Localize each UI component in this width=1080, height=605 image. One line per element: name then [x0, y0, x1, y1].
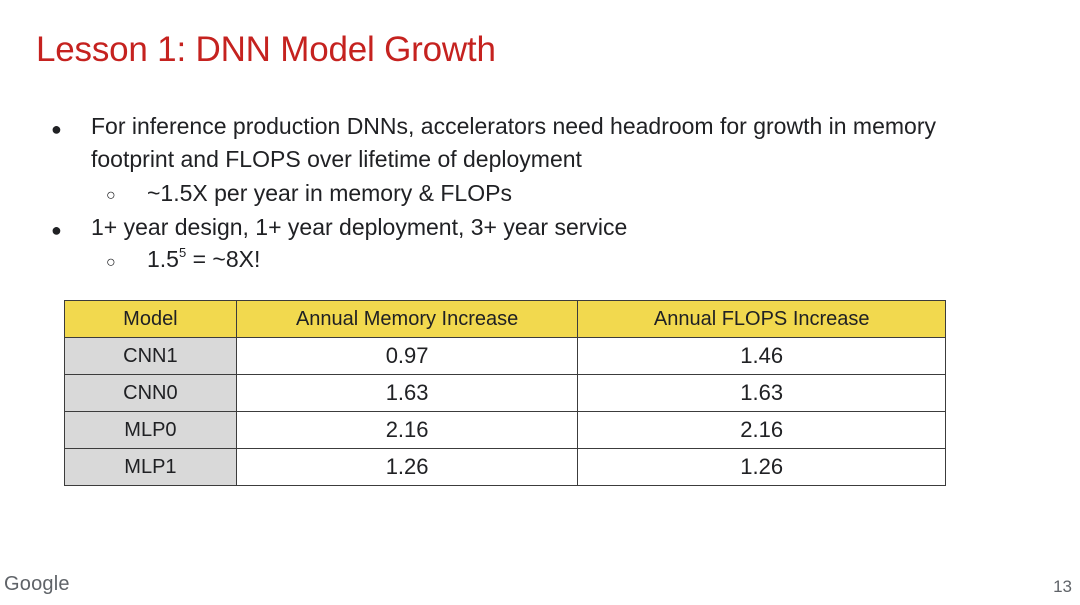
bullet-2-line-1: 1+ year design, 1+ year deployment, 3+ y…	[91, 214, 628, 240]
memory-cell: 1.63	[235, 374, 579, 412]
header-flops: Annual FLOPS Increase	[577, 300, 946, 338]
growth-table: Model Annual Memory Increase Annual FLOP…	[64, 300, 946, 486]
table-row: CNN0 1.63 1.63	[64, 374, 946, 412]
sub-bullet-glyph: ○	[106, 254, 116, 271]
model-cell: MLP1	[64, 448, 237, 486]
bullet-1-line-1: For inference production DNNs, accelerat…	[91, 113, 936, 139]
page-number: 13	[1053, 577, 1072, 596]
bullet-glyph: ●	[51, 220, 62, 240]
memory-cell: 1.26	[235, 448, 579, 486]
sub-exponent: 5	[178, 245, 187, 260]
memory-cell: 2.16	[235, 411, 579, 449]
model-cell: MLP0	[64, 411, 237, 449]
model-cell: CNN0	[64, 374, 237, 412]
table-row: MLP0 2.16 2.16	[64, 411, 946, 449]
table-row: CNN1 0.97 1.46	[64, 337, 946, 375]
slide-title: Lesson 1: DNN Model Growth	[36, 30, 496, 69]
flops-cell: 2.16	[577, 411, 946, 449]
flops-cell: 1.26	[577, 448, 946, 486]
model-cell: CNN1	[64, 337, 237, 375]
memory-cell: 0.97	[235, 337, 579, 375]
bullet-2-sub: 1.55 = ~8X!	[147, 243, 260, 276]
sub-base: 1.5	[147, 246, 179, 272]
header-memory: Annual Memory Increase	[235, 300, 579, 338]
bullet-1-line-2: footprint and FLOPS over lifetime of dep…	[91, 146, 582, 172]
google-logo: Google	[4, 573, 70, 595]
sub-bullet-glyph: ○	[106, 187, 116, 204]
header-model: Model	[64, 300, 237, 338]
table-row: MLP1 1.26 1.26	[64, 448, 946, 486]
flops-cell: 1.46	[577, 337, 946, 375]
flops-cell: 1.63	[577, 374, 946, 412]
sub-rest: = ~8X!	[186, 246, 261, 272]
table-header-row: Model Annual Memory Increase Annual FLOP…	[64, 300, 946, 338]
bullet-glyph: ●	[51, 119, 62, 139]
bullet-1-sub: ~1.5X per year in memory & FLOPs	[147, 180, 512, 206]
